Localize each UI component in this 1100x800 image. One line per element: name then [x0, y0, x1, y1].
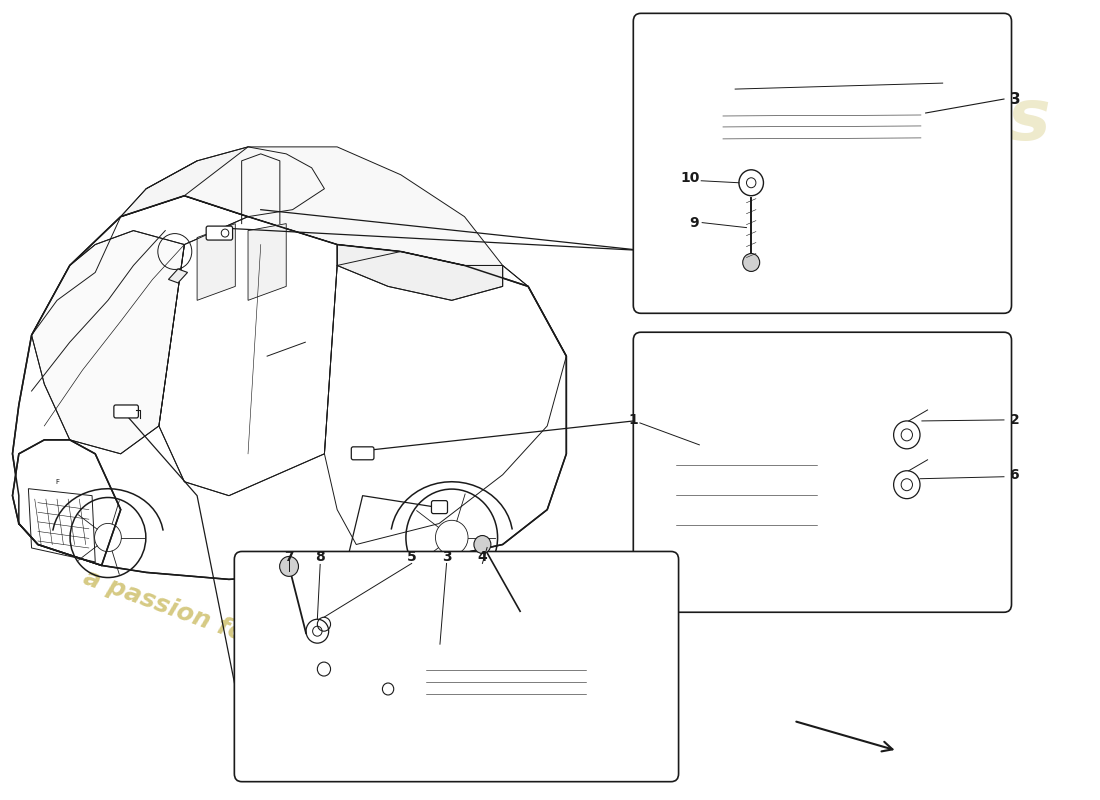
FancyBboxPatch shape [234, 551, 679, 782]
Text: a passion for parts since 1995: a passion for parts since 1995 [80, 565, 488, 733]
Polygon shape [197, 224, 235, 300]
FancyBboxPatch shape [206, 226, 232, 240]
Polygon shape [121, 147, 324, 217]
Text: 7: 7 [284, 550, 294, 565]
Text: 2: 2 [1010, 413, 1020, 427]
Circle shape [474, 535, 491, 554]
Text: 4: 4 [477, 550, 487, 565]
Text: 9: 9 [690, 216, 700, 230]
Polygon shape [248, 224, 286, 300]
Text: F: F [55, 478, 59, 485]
FancyBboxPatch shape [634, 332, 1012, 612]
Circle shape [742, 254, 760, 271]
Text: 8: 8 [316, 550, 326, 565]
Text: 3: 3 [1010, 91, 1020, 106]
Polygon shape [12, 440, 121, 566]
Polygon shape [158, 217, 338, 496]
Text: 5: 5 [407, 550, 417, 565]
Polygon shape [12, 196, 566, 579]
Text: eliteps: eliteps [106, 282, 414, 359]
Polygon shape [32, 230, 185, 454]
Polygon shape [338, 245, 503, 300]
Circle shape [279, 557, 298, 576]
Polygon shape [324, 251, 566, 545]
FancyBboxPatch shape [114, 405, 139, 418]
Text: eliteps: eliteps [774, 86, 1052, 155]
FancyBboxPatch shape [634, 14, 1012, 314]
Text: 3: 3 [442, 550, 451, 565]
Text: 6: 6 [1010, 468, 1020, 482]
Polygon shape [168, 269, 187, 283]
FancyBboxPatch shape [351, 447, 374, 460]
FancyBboxPatch shape [431, 501, 448, 514]
Text: 1: 1 [628, 413, 638, 427]
Text: 10: 10 [680, 170, 700, 185]
Polygon shape [185, 147, 503, 266]
